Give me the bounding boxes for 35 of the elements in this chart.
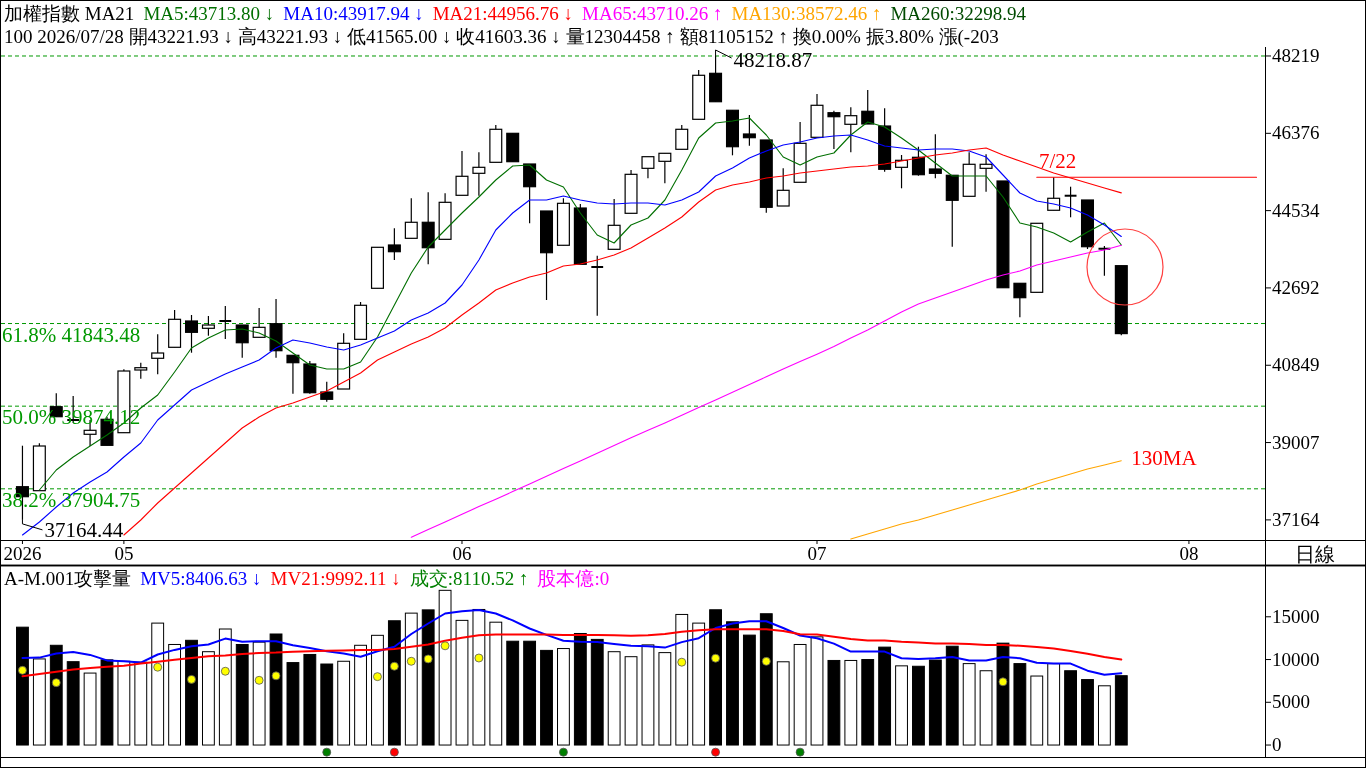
x-tick-label: 07 xyxy=(807,543,827,564)
text: MV21:9992.11 ↓ xyxy=(270,568,401,589)
text: MA130:38572.46 ↑ xyxy=(731,3,882,24)
x-axis-title: 日線 xyxy=(1295,543,1335,565)
y-tick-label: 40849 xyxy=(1272,354,1320,376)
text: MV5:8406.63 ↓ xyxy=(140,568,262,589)
y-tick-label: 10000 xyxy=(1272,648,1320,670)
x-tick-label: 05 xyxy=(114,543,134,564)
text: MA5:43713.80 ↓ xyxy=(143,3,275,24)
y-tick-label: 44534 xyxy=(1272,199,1320,221)
annotation: 成交:8110.52 ↑ xyxy=(409,568,529,589)
x-tick-label: 2026 xyxy=(3,543,42,564)
y-tick-label: 0 xyxy=(1272,734,1282,756)
x-tick-label: 08 xyxy=(1179,543,1199,564)
y-tick-label: 46376 xyxy=(1272,122,1320,144)
ref-line-label: 61.8% 41843.48 xyxy=(2,322,141,347)
y-tick-label: 5000 xyxy=(1272,691,1310,713)
y-tick-label: 39007 xyxy=(1272,431,1320,453)
annotation: 48218.87 xyxy=(733,47,813,72)
annotation: 130MA xyxy=(1131,445,1198,470)
chart-title: A-M.001攻擊量 xyxy=(4,568,132,589)
y-tick-label: 37164 xyxy=(1272,508,1320,530)
annotation: 37164.44 xyxy=(44,517,124,542)
text: MA21:44956.76 ↓ xyxy=(432,3,574,24)
text: MA10:43917.94 ↓ xyxy=(283,3,424,24)
y-tick-label: 15000 xyxy=(1272,605,1320,627)
chart-title: 加權指數 MA21 xyxy=(4,3,135,24)
annotation: 股本億:0 xyxy=(537,568,610,589)
text: MA65:43710.26 ↑ xyxy=(582,3,723,24)
y-tick-label: 42692 xyxy=(1272,276,1320,298)
chart-subtitle: 100 2026/07/28 開43221.93 ↓ 高43221.93 ↓ 低41565.00 ↓ 收41603.36 ↓ 量12304458 ↑ 額81105152 ↑ 換0.00% 振3.80% 漲(-203 xyxy=(4,26,999,48)
annotation: 7/22 xyxy=(1039,149,1077,174)
text: MA260:32298.94 xyxy=(890,3,1027,24)
x-tick-label: 06 xyxy=(452,543,472,564)
y-tick-label: 48219 xyxy=(1272,44,1320,66)
